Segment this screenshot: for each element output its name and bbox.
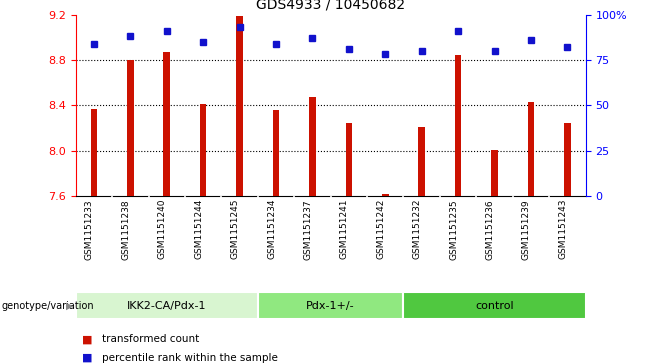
Text: ■: ■ xyxy=(82,352,93,363)
Text: ▶: ▶ xyxy=(66,301,73,311)
Text: control: control xyxy=(475,301,514,311)
Bar xyxy=(236,16,243,196)
Bar xyxy=(309,97,316,196)
Text: GSM1151245: GSM1151245 xyxy=(230,199,240,260)
Text: IKK2-CA/Pdx-1: IKK2-CA/Pdx-1 xyxy=(127,301,207,311)
Bar xyxy=(403,292,586,319)
Text: percentile rank within the sample: percentile rank within the sample xyxy=(102,352,278,363)
Title: GDS4933 / 10450682: GDS4933 / 10450682 xyxy=(256,0,405,12)
Text: GSM1151243: GSM1151243 xyxy=(559,199,567,260)
Text: GSM1151234: GSM1151234 xyxy=(267,199,276,260)
Bar xyxy=(455,55,461,196)
Text: transformed count: transformed count xyxy=(102,334,199,344)
Bar xyxy=(200,104,207,196)
Bar xyxy=(528,102,534,196)
Text: GSM1151241: GSM1151241 xyxy=(340,199,349,260)
Bar xyxy=(76,292,258,319)
Text: GSM1151242: GSM1151242 xyxy=(376,199,386,259)
Text: genotype/variation: genotype/variation xyxy=(1,301,94,311)
Text: ■: ■ xyxy=(82,334,93,344)
Bar xyxy=(382,194,389,196)
Text: GSM1151233: GSM1151233 xyxy=(85,199,94,260)
Bar xyxy=(127,60,134,196)
Text: GSM1151237: GSM1151237 xyxy=(303,199,313,260)
Text: GSM1151235: GSM1151235 xyxy=(449,199,458,260)
Bar xyxy=(564,123,570,196)
Text: GSM1151240: GSM1151240 xyxy=(158,199,166,260)
Text: GSM1151239: GSM1151239 xyxy=(522,199,531,260)
Text: Pdx-1+/-: Pdx-1+/- xyxy=(307,301,355,311)
Bar xyxy=(272,110,279,196)
Text: GSM1151244: GSM1151244 xyxy=(194,199,203,259)
Bar xyxy=(345,123,352,196)
Bar xyxy=(91,109,97,196)
Text: GSM1151236: GSM1151236 xyxy=(486,199,495,260)
Bar xyxy=(492,150,498,196)
Bar xyxy=(418,127,425,196)
Text: GSM1151232: GSM1151232 xyxy=(413,199,422,260)
Bar xyxy=(163,52,170,196)
Bar xyxy=(258,292,403,319)
Text: GSM1151238: GSM1151238 xyxy=(121,199,130,260)
